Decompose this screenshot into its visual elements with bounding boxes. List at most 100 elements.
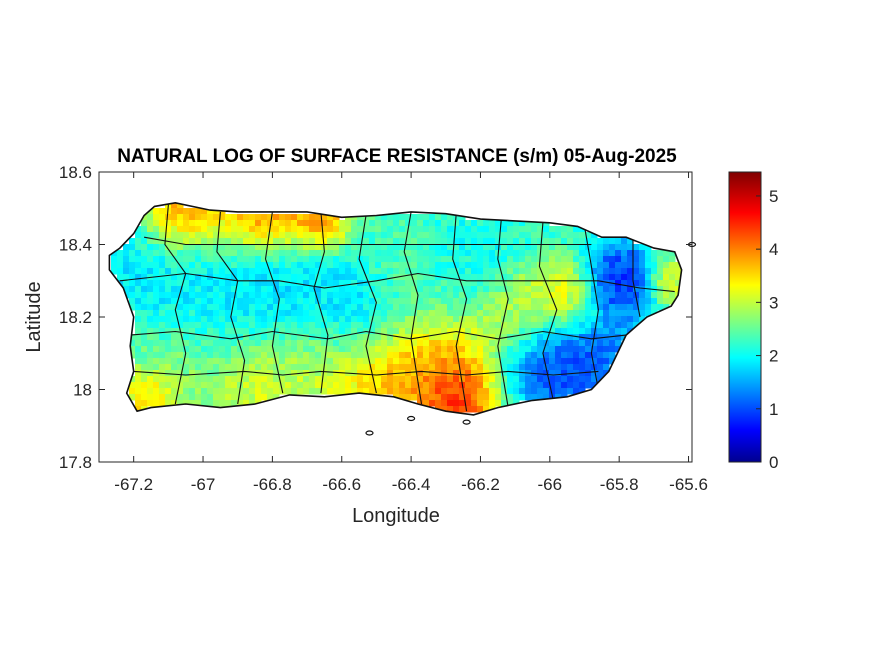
heatmap-cell xyxy=(447,346,454,353)
heatmap-cell xyxy=(363,352,370,359)
heatmap-cell xyxy=(411,298,418,305)
heatmap-cell xyxy=(537,310,544,317)
heatmap-cell xyxy=(267,286,274,293)
heatmap-cell xyxy=(153,376,160,383)
heatmap-cell xyxy=(429,250,436,257)
heatmap-cell xyxy=(369,274,376,281)
heatmap-cell xyxy=(471,220,478,227)
heatmap-cell xyxy=(291,334,298,341)
heatmap-cell xyxy=(135,304,142,311)
heatmap-cell xyxy=(267,232,274,239)
heatmap-cell xyxy=(651,292,658,299)
heatmap-cell xyxy=(471,400,478,407)
heatmap-cell xyxy=(573,268,580,275)
heatmap-cell xyxy=(519,346,526,353)
heatmap-cell xyxy=(393,292,400,299)
heatmap-cell xyxy=(297,310,304,317)
heatmap-cell xyxy=(471,334,478,341)
heatmap-cell xyxy=(195,238,202,245)
heatmap-cell xyxy=(507,388,514,395)
heatmap-cell xyxy=(249,292,256,299)
heatmap-cell xyxy=(183,220,190,227)
heatmap-cell xyxy=(129,238,136,245)
heatmap-cell xyxy=(363,376,370,383)
heatmap-cell xyxy=(357,364,364,371)
heatmap-cell xyxy=(147,280,154,287)
heatmap-cell xyxy=(411,328,418,335)
heatmap-cell xyxy=(171,292,178,299)
heatmap-cell xyxy=(375,358,382,365)
heatmap-cell xyxy=(315,262,322,269)
heatmap-cell xyxy=(285,352,292,359)
heatmap-cell xyxy=(483,250,490,257)
heatmap-cell xyxy=(567,364,574,371)
heatmap-cell xyxy=(375,388,382,395)
heatmap-cell xyxy=(405,214,412,221)
heatmap-cell xyxy=(189,340,196,347)
heatmap-cell xyxy=(369,286,376,293)
heatmap-cell xyxy=(147,220,154,227)
heatmap-cell xyxy=(387,358,394,365)
heatmap-cell xyxy=(153,316,160,323)
heatmap-cell xyxy=(327,244,334,251)
heatmap-cell xyxy=(285,220,292,227)
heatmap-cell xyxy=(495,310,502,317)
heatmap-cell xyxy=(459,340,466,347)
heatmap-cell xyxy=(309,304,316,311)
heatmap-cell xyxy=(351,346,358,353)
heatmap-cell xyxy=(603,310,610,317)
heatmap-cell xyxy=(321,382,328,389)
heatmap-cell xyxy=(327,358,334,365)
heatmap-cell xyxy=(423,280,430,287)
heatmap-cell xyxy=(255,376,262,383)
heatmap-cell xyxy=(213,382,220,389)
heatmap-cell xyxy=(549,262,556,269)
heatmap-cell xyxy=(333,304,340,311)
heatmap-cell xyxy=(447,376,454,383)
heatmap-cell xyxy=(141,376,148,383)
heatmap-cell xyxy=(303,226,310,233)
heatmap-cell xyxy=(471,226,478,233)
heatmap-cell xyxy=(405,256,412,263)
heatmap-cell xyxy=(327,220,334,227)
heatmap-cell xyxy=(465,292,472,299)
heatmap-cell xyxy=(543,310,550,317)
heatmap-cell xyxy=(375,274,382,281)
heatmap-cell xyxy=(393,322,400,329)
heatmap-cell xyxy=(621,316,628,323)
heatmap-cell xyxy=(471,328,478,335)
heatmap-cell xyxy=(615,256,622,263)
heatmap-cell xyxy=(525,328,532,335)
heatmap-cell xyxy=(561,358,568,365)
heatmap-cell xyxy=(495,268,502,275)
heatmap-cell xyxy=(537,334,544,341)
heatmap-cell xyxy=(441,346,448,353)
heatmap-cell xyxy=(195,322,202,329)
heatmap-cell xyxy=(525,286,532,293)
heatmap-cell xyxy=(537,244,544,251)
heatmap-cell xyxy=(381,250,388,257)
heatmap-cell xyxy=(561,328,568,335)
heatmap-cell xyxy=(573,256,580,263)
heatmap-cell xyxy=(597,280,604,287)
heatmap-cell xyxy=(201,358,208,365)
heatmap-cell xyxy=(291,340,298,347)
heatmap-cell xyxy=(621,286,628,293)
heatmap-cell xyxy=(279,214,286,221)
heatmap-cell xyxy=(213,310,220,317)
heatmap-cell xyxy=(387,226,394,233)
heatmap-cell xyxy=(621,256,628,263)
heatmap-cell xyxy=(597,304,604,311)
heatmap-cell xyxy=(237,346,244,353)
heatmap-cell xyxy=(345,352,352,359)
heatmap-cell xyxy=(243,376,250,383)
heatmap-cell xyxy=(177,214,184,221)
heatmap-cell xyxy=(555,310,562,317)
heatmap-cell xyxy=(333,262,340,269)
heatmap-cell xyxy=(345,328,352,335)
heatmap-cell xyxy=(135,268,142,275)
heatmap-cell xyxy=(579,274,586,281)
heatmap-cell xyxy=(531,226,538,233)
x-axis-label: Longitude xyxy=(352,505,440,527)
heatmap-cell xyxy=(507,292,514,299)
